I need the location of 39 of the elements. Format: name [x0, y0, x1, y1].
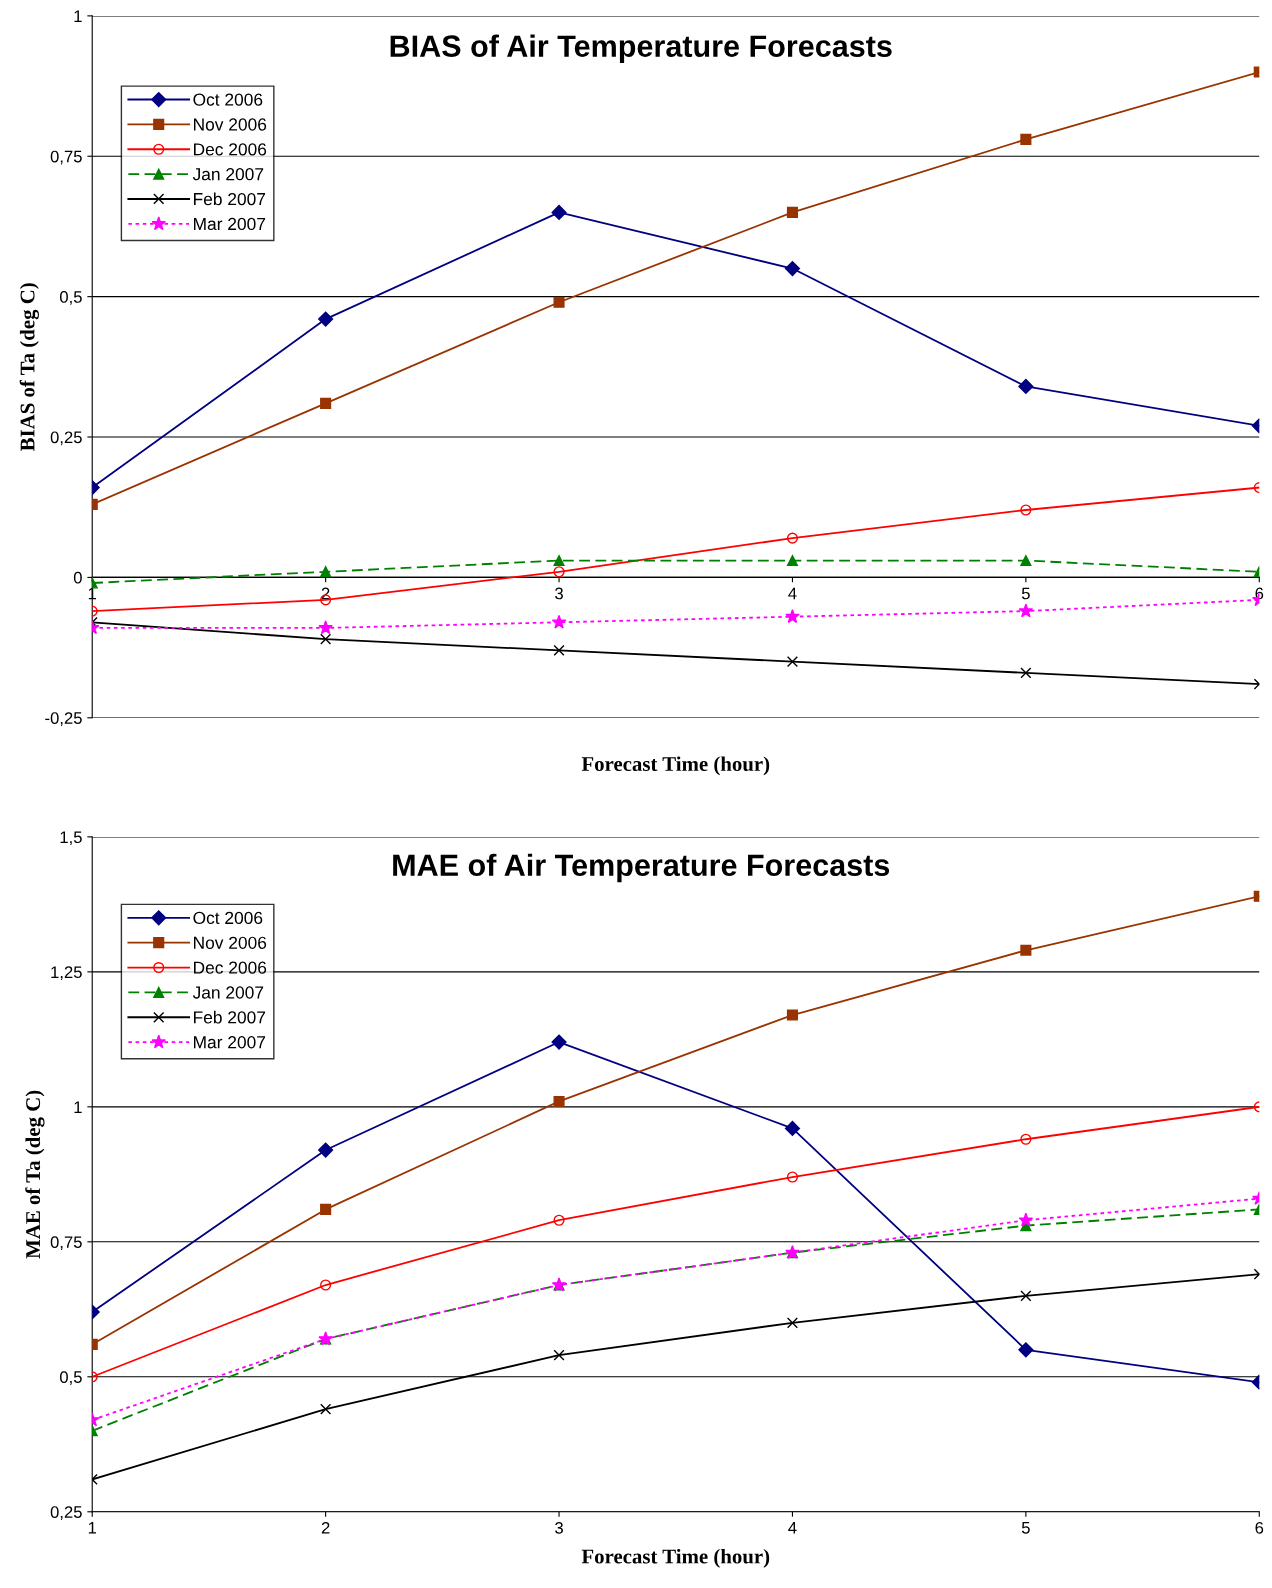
y-tick-label: 0,75 [50, 1236, 82, 1250]
text: BIAS of Air Temperature Forecasts [390, 34, 892, 64]
legend-label: Jan 2007 [192, 168, 264, 181]
legend-label: Mar 2007 [194, 1036, 266, 1049]
legend-label: Dec 2006 [194, 143, 267, 156]
y-tick-label: 0,75 [50, 150, 82, 165]
x-tick-label: 6 [1255, 1521, 1264, 1534]
x-tick-label: 3 [555, 587, 563, 600]
x-axis-title: Forecast Time (hour) [581, 1548, 770, 1568]
y-tick-label: 1,5 [60, 831, 82, 846]
x-tick-label: 3 [555, 1521, 563, 1534]
legend-label: Nov 2006 [194, 118, 267, 131]
x-tick-label: 5 [1021, 1522, 1030, 1534]
x-tick-label: 1 [88, 1522, 97, 1534]
x-tick-label: 2 [321, 1521, 330, 1534]
x-tick-label: 5 [1021, 587, 1030, 600]
legend-label: Oct 2006 [193, 911, 263, 925]
y-tick-label: 0,25 [50, 431, 82, 446]
x-axis-title: Forecast Time (hour) [581, 756, 770, 776]
legend-label: Dec 2006 [194, 961, 267, 974]
legend-label: Feb 2007 [194, 1010, 266, 1024]
x-tick-label: 4 [788, 1522, 797, 1534]
legend-label: Oct 2006 [193, 93, 263, 106]
y-axis-title: BIAS of Ta (deg C) [19, 283, 39, 451]
y-tick-label: 1 [74, 10, 82, 22]
y-axis-title: MAE of Ta (deg C) [25, 1090, 45, 1259]
legend-label: Mar 2007 [194, 217, 266, 231]
legend-label: Jan 2007 [192, 986, 264, 999]
legend-label: Feb 2007 [194, 192, 266, 206]
y-tick-label: 1,25 [51, 966, 82, 981]
y-tick-label: 0,5 [59, 291, 82, 305]
y-tick-label: 0,5 [59, 1371, 82, 1385]
legend-label: Nov 2006 [194, 936, 267, 949]
text: MAE of Air Temperature Forecasts [393, 853, 890, 883]
y-tick-label: 0 [73, 571, 82, 584]
y-tick-label: 0,25 [50, 1506, 82, 1520]
y-tick-label: -0,25 [45, 712, 82, 726]
y-tick-label: 1 [74, 1101, 82, 1113]
x-tick-label: 4 [788, 587, 797, 600]
